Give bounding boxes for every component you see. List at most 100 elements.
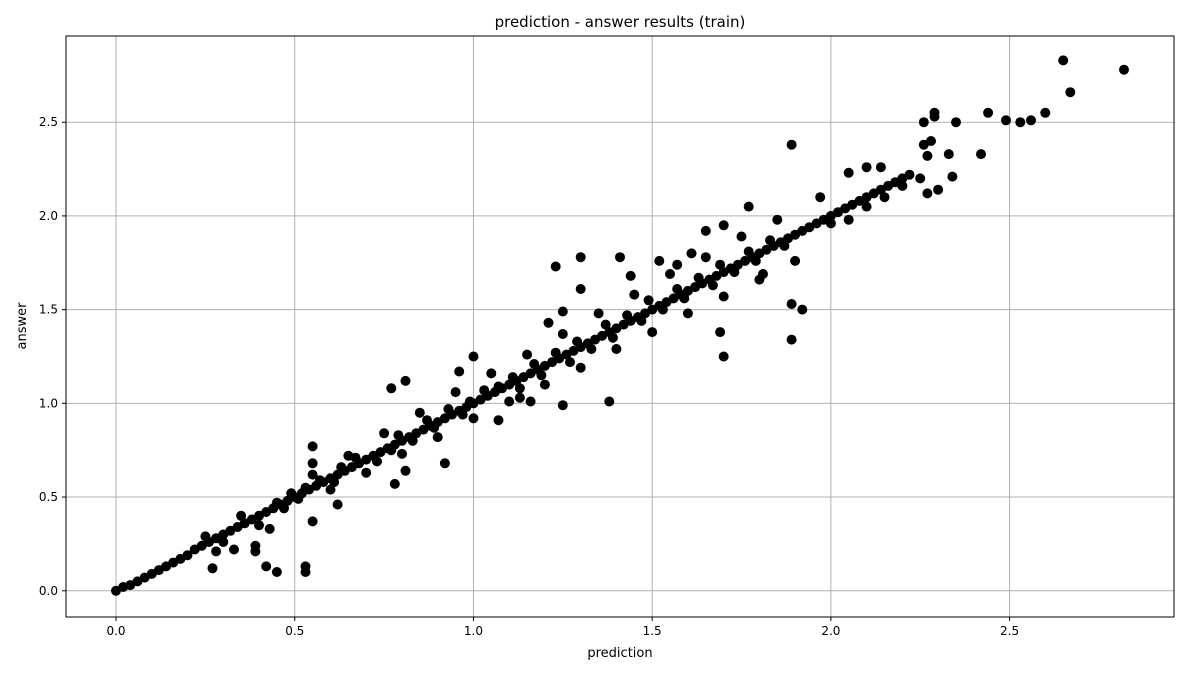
data-point (400, 465, 411, 476)
data-point (718, 351, 729, 362)
data-point (236, 510, 247, 521)
data-point (439, 458, 450, 469)
data-point (454, 366, 465, 377)
data-point (504, 396, 515, 407)
grid-lines (66, 36, 1174, 617)
data-point (736, 231, 747, 242)
data-point (543, 317, 554, 328)
data-point (672, 284, 683, 294)
data-point (479, 385, 490, 396)
data-point (207, 563, 218, 574)
data-point (607, 332, 618, 343)
data-point (1058, 55, 1069, 66)
data-point (307, 441, 318, 452)
data-point (486, 368, 497, 379)
x-tick-label: 2.5 (1000, 624, 1019, 638)
data-point (314, 475, 325, 486)
y-axis-ticks: 0.0 0.5 1.0 1.5 2.0 2.5 (39, 115, 66, 598)
data-point (332, 499, 343, 510)
data-point (539, 379, 550, 390)
data-point (1040, 107, 1051, 118)
y-axis-label: answer (15, 302, 30, 350)
data-point (672, 259, 683, 270)
data-point (636, 315, 647, 326)
data-point (386, 383, 397, 394)
data-point (525, 396, 536, 407)
data-point (271, 567, 282, 577)
data-point (279, 503, 289, 514)
data-point (790, 255, 801, 266)
data-point (379, 428, 390, 439)
x-tick-label: 1.5 (643, 624, 662, 638)
data-point (522, 349, 533, 360)
x-tick-label: 0.5 (285, 624, 304, 638)
data-point (654, 255, 665, 266)
data-point (657, 304, 668, 315)
data-point (264, 523, 275, 534)
data-point (464, 396, 475, 407)
data-point (647, 327, 658, 338)
data-point (643, 295, 654, 306)
data-point (786, 299, 797, 309)
data-point (1015, 117, 1026, 128)
data-point (604, 396, 615, 407)
data-point (565, 357, 575, 368)
data-point (407, 435, 418, 446)
data-points (111, 55, 1129, 596)
data-point (679, 293, 690, 304)
data-point (429, 422, 440, 433)
data-point (507, 372, 518, 383)
data-point (700, 252, 711, 263)
data-point (300, 482, 311, 493)
data-point (743, 201, 754, 212)
data-point (557, 400, 568, 411)
data-point (575, 284, 586, 294)
data-point (718, 291, 729, 302)
data-point (389, 478, 400, 489)
data-point (904, 169, 915, 180)
data-point (450, 387, 461, 398)
data-point (307, 516, 318, 527)
data-point (400, 375, 411, 386)
y-tick-label: 0.0 (39, 584, 58, 598)
data-point (586, 344, 597, 354)
x-axis-label: prediction (587, 646, 652, 661)
data-point (218, 537, 229, 547)
data-point (529, 359, 540, 369)
data-point (718, 220, 729, 231)
data-point (1026, 115, 1036, 126)
data-point (557, 329, 568, 339)
data-point (779, 240, 790, 251)
data-point (600, 319, 611, 330)
data-point (271, 497, 282, 508)
data-point (861, 162, 872, 173)
data-point (307, 469, 318, 480)
data-point (422, 415, 432, 426)
data-point (575, 362, 586, 373)
x-tick-label: 0.0 (106, 624, 125, 638)
data-point (432, 432, 443, 443)
data-point (293, 493, 304, 504)
data-point (336, 462, 347, 473)
data-point (493, 381, 504, 392)
data-point (929, 107, 940, 118)
data-point (729, 267, 740, 278)
data-point (493, 415, 504, 426)
data-point (765, 235, 776, 246)
data-point (611, 344, 622, 354)
data-point (361, 467, 372, 478)
y-tick-label: 0.5 (39, 490, 58, 504)
chart-title: prediction - answer results (train) (495, 13, 746, 31)
data-point (861, 201, 872, 212)
data-point (875, 162, 886, 173)
data-point (797, 304, 808, 315)
data-point (550, 261, 561, 272)
x-axis-ticks: 0.0 0.5 1.0 1.5 2.0 2.5 (106, 617, 1019, 638)
data-point (1001, 115, 1011, 126)
data-point (325, 484, 336, 495)
data-point (843, 214, 854, 225)
data-point (943, 149, 954, 160)
data-point (625, 270, 636, 281)
data-point (743, 246, 754, 257)
